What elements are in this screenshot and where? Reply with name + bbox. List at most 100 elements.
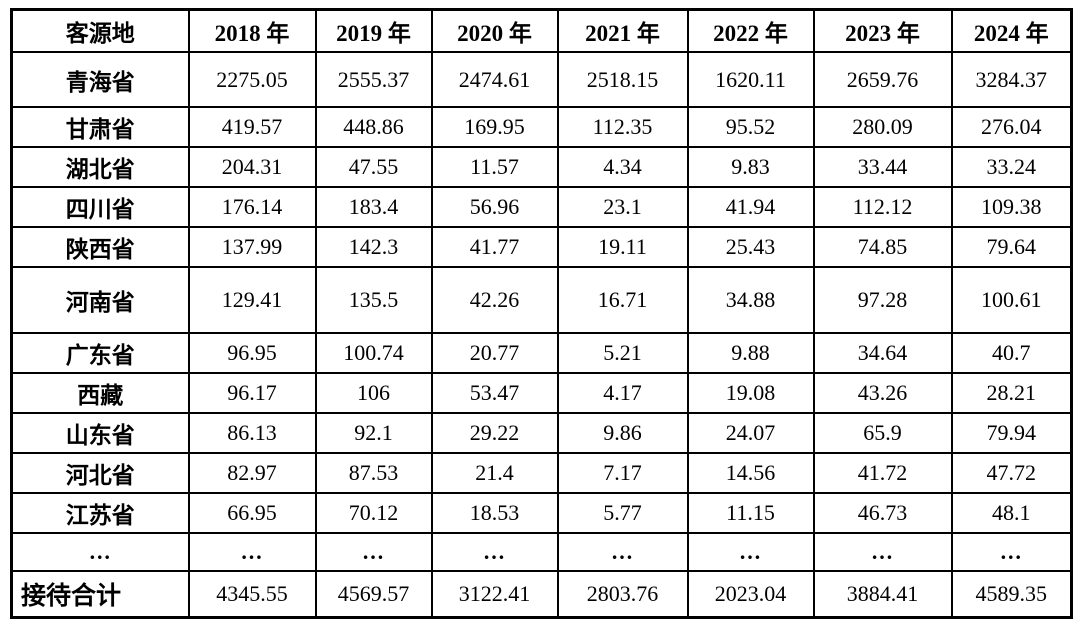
- table-row: 广东省 96.95 100.74 20.77 5.21 9.88 34.64 40.7: [10, 332, 1073, 374]
- total-label-cell: 接待合计: [10, 570, 190, 618]
- value-cell: 280.09: [812, 106, 953, 148]
- value-cell: 2555.37: [314, 51, 433, 108]
- value-cell: 53.47: [430, 372, 559, 414]
- table-row: 陕西省 137.99 142.3 41.77 19.11 25.43 74.85 79.64: [10, 226, 1073, 268]
- value-cell: 41.72: [812, 452, 953, 494]
- value-cell: 79.94: [950, 412, 1073, 454]
- total-value-cell: 2023.04: [686, 570, 815, 618]
- value-cell: 169.95: [430, 106, 559, 148]
- value-cell: 47.55: [314, 146, 433, 188]
- total-value-cell: 4345.55: [187, 570, 317, 618]
- value-cell: 66.95: [187, 492, 317, 534]
- total-row: 接待合计 4345.55 4569.57 3122.41 2803.76 2023.04 3…: [10, 570, 1073, 618]
- value-cell: 86.13: [187, 412, 317, 454]
- header-cell-year-2022: 2022 年: [686, 8, 815, 53]
- value-cell: 29.22: [430, 412, 559, 454]
- value-cell: 41.77: [430, 226, 559, 268]
- value-cell: 48.1: [950, 492, 1073, 534]
- value-cell: 2474.61: [430, 51, 559, 108]
- value-cell: 11.57: [430, 146, 559, 188]
- region-name-cell: 广东省: [10, 332, 190, 374]
- value-cell: 47.72: [950, 452, 1073, 494]
- value-cell: 96.95: [187, 332, 317, 374]
- value-cell: 41.94: [686, 186, 815, 228]
- value-cell: 74.85: [812, 226, 953, 268]
- value-cell: 95.52: [686, 106, 815, 148]
- table-row: 甘肃省 419.57 448.86 169.95 112.35 95.52 280.09 27…: [10, 106, 1073, 148]
- value-cell: 11.15: [686, 492, 815, 534]
- value-cell: 4.34: [556, 146, 689, 188]
- table-row: 江苏省 66.95 70.12 18.53 5.77 11.15 46.73 48.1: [10, 492, 1073, 534]
- header-cell-year-2024: 2024 年: [950, 8, 1073, 53]
- value-cell: 46.73: [812, 492, 953, 534]
- value-cell: 142.3: [314, 226, 433, 268]
- region-name-cell: 河北省: [10, 452, 190, 494]
- value-cell: 112.35: [556, 106, 689, 148]
- value-cell: 7.17: [556, 452, 689, 494]
- table-row: 河南省 129.41 135.5 42.26 16.71 34.88 97.28 100.61: [10, 266, 1073, 334]
- value-cell: 42.26: [430, 266, 559, 334]
- value-cell: …: [950, 532, 1073, 572]
- value-cell: 97.28: [812, 266, 953, 334]
- total-value-cell: 4569.57: [314, 570, 433, 618]
- value-cell: 43.26: [812, 372, 953, 414]
- value-cell: 33.24: [950, 146, 1073, 188]
- region-name-cell: 陕西省: [10, 226, 190, 268]
- value-cell: 109.38: [950, 186, 1073, 228]
- region-name-cell: 山东省: [10, 412, 190, 454]
- value-cell: 183.4: [314, 186, 433, 228]
- value-cell: 176.14: [187, 186, 317, 228]
- value-cell: 33.44: [812, 146, 953, 188]
- table-row: 青海省 2275.05 2555.37 2474.61 2518.15 1620.11 26…: [10, 51, 1073, 108]
- region-name-cell: 河南省: [10, 266, 190, 334]
- value-cell: 5.77: [556, 492, 689, 534]
- value-cell: 34.64: [812, 332, 953, 374]
- value-cell: …: [686, 532, 815, 572]
- value-cell: 23.1: [556, 186, 689, 228]
- value-cell: 2518.15: [556, 51, 689, 108]
- value-cell: …: [187, 532, 317, 572]
- value-cell: 20.77: [430, 332, 559, 374]
- value-cell: 25.43: [686, 226, 815, 268]
- value-cell: 9.86: [556, 412, 689, 454]
- header-cell-region: 客源地: [10, 8, 190, 53]
- region-name-cell: 青海省: [10, 51, 190, 108]
- total-value-cell: 2803.76: [556, 570, 689, 618]
- region-name-cell: 西藏: [10, 372, 190, 414]
- ellipsis-cell: …: [10, 532, 190, 572]
- region-name-cell: 湖北省: [10, 146, 190, 188]
- value-cell: 2275.05: [187, 51, 317, 108]
- header-cell-year-2019: 2019 年: [314, 8, 433, 53]
- header-row: 客源地 2018 年 2019 年 2020 年 2021 年 2022 年 2…: [10, 8, 1073, 53]
- value-cell: …: [812, 532, 953, 572]
- value-cell: 34.88: [686, 266, 815, 334]
- ellipsis-row: ……………………: [10, 532, 1073, 572]
- value-cell: 92.1: [314, 412, 433, 454]
- value-cell: 56.96: [430, 186, 559, 228]
- value-cell: …: [430, 532, 559, 572]
- value-cell: 3284.37: [950, 51, 1073, 108]
- value-cell: 9.83: [686, 146, 815, 188]
- header-cell-year-2020: 2020 年: [430, 8, 559, 53]
- value-cell: 19.11: [556, 226, 689, 268]
- value-cell: 28.21: [950, 372, 1073, 414]
- table-row: 四川省 176.14 183.4 56.96 23.1 41.94 112.12 109.38: [10, 186, 1073, 228]
- value-cell: 21.4: [430, 452, 559, 494]
- table-row: 山东省 86.13 92.1 29.22 9.86 24.07 65.9 79.94: [10, 412, 1073, 454]
- value-cell: 70.12: [314, 492, 433, 534]
- value-cell: 16.71: [556, 266, 689, 334]
- value-cell: …: [314, 532, 433, 572]
- table-row: 湖北省 204.31 47.55 11.57 4.34 9.83 33.44 33.24: [10, 146, 1073, 188]
- value-cell: 106: [314, 372, 433, 414]
- region-name-cell: 甘肃省: [10, 106, 190, 148]
- visitor-source-by-year-table: 客源地 2018 年 2019 年 2020 年 2021 年 2022 年 2…: [10, 8, 1073, 619]
- value-cell: 65.9: [812, 412, 953, 454]
- total-value-cell: 3884.41: [812, 570, 953, 618]
- value-cell: 129.41: [187, 266, 317, 334]
- value-cell: 1620.11: [686, 51, 815, 108]
- value-cell: 18.53: [430, 492, 559, 534]
- region-name-cell: 江苏省: [10, 492, 190, 534]
- table-row: 西藏 96.17 106 53.47 4.17 19.08 43.26 28.21: [10, 372, 1073, 414]
- value-cell: 276.04: [950, 106, 1073, 148]
